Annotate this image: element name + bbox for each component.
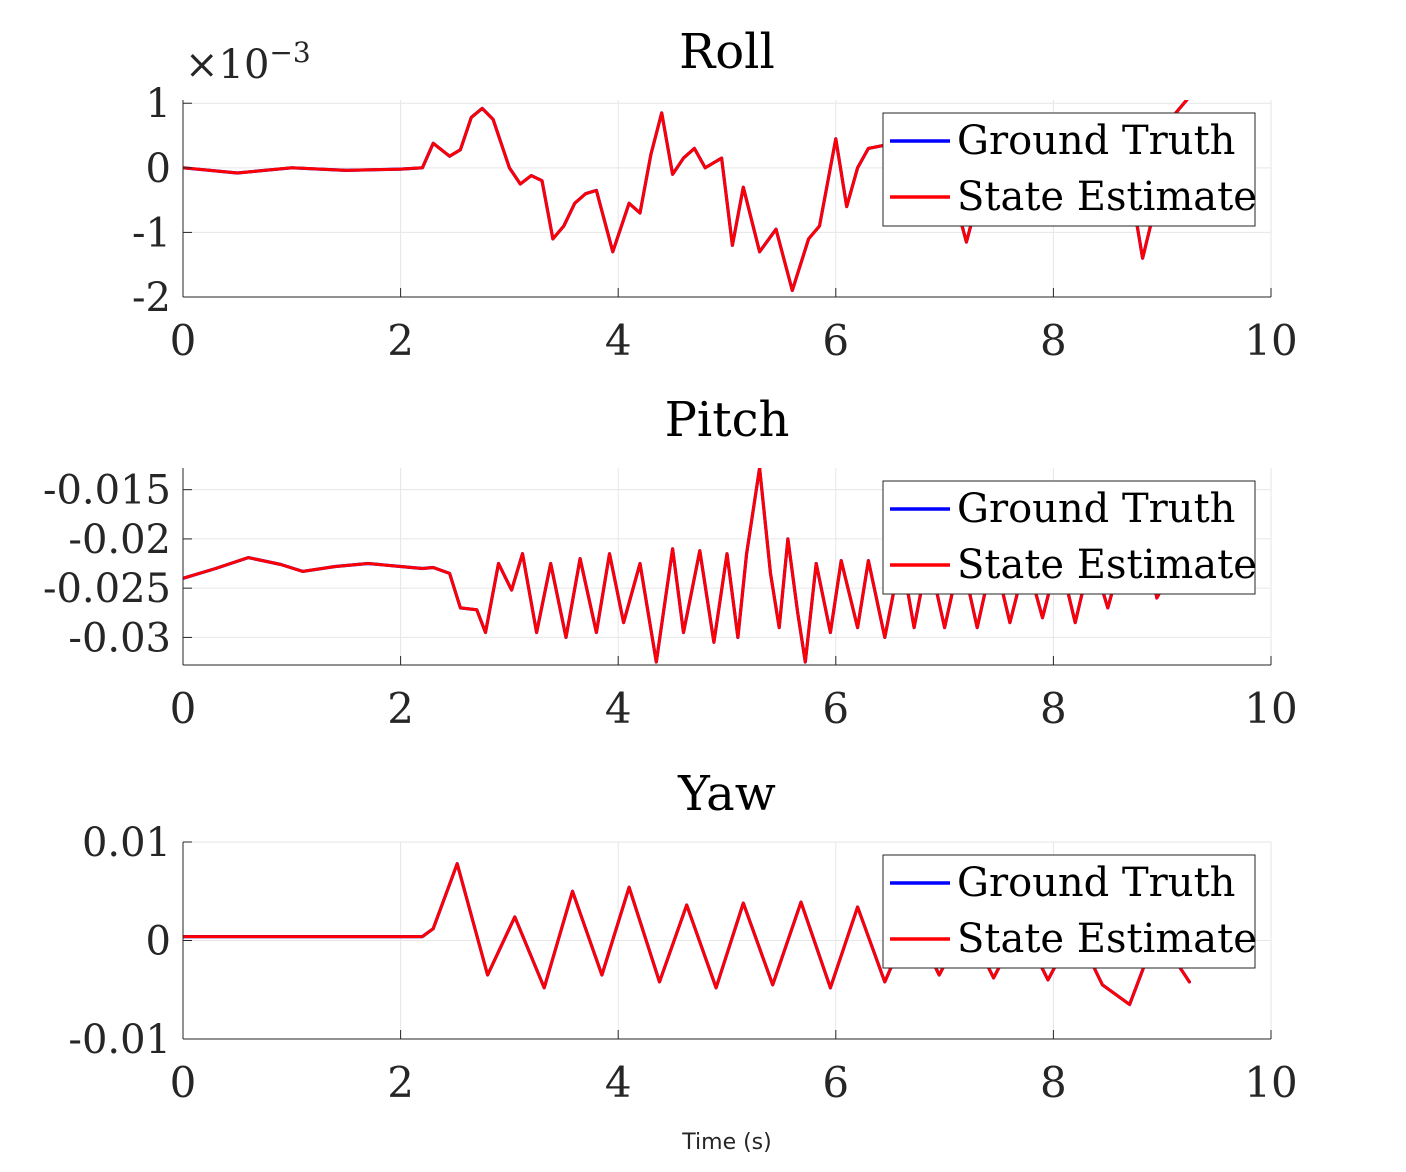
- pitch-x-tick-label: 6: [822, 684, 849, 733]
- pitch-x-tick-label: 10: [1244, 684, 1297, 733]
- yaw-series-state-estimate: [183, 862, 1191, 1006]
- yaw-x-tick-label: 0: [170, 1058, 197, 1107]
- roll-x-tick-label: 0: [170, 316, 197, 365]
- roll-legend-box: [882, 112, 1256, 227]
- roll-x-tick-label: 6: [822, 316, 849, 365]
- roll-title: Roll: [679, 24, 775, 80]
- yaw-x-tick-label: 10: [1244, 1058, 1297, 1107]
- pitch-x-tick-label: 0: [170, 684, 197, 733]
- pitch-title: Pitch: [665, 392, 790, 448]
- roll-y-exponent: ×10−3: [185, 36, 311, 88]
- pitch-legend-box: [882, 480, 1256, 595]
- pitch-x-tick-label: 8: [1040, 684, 1067, 733]
- pitch-legend: Ground Truth State Estimate: [882, 480, 1257, 595]
- yaw-y-tick-label: -0.01: [68, 1017, 171, 1063]
- pitch-x-tick-label: 4: [605, 684, 632, 733]
- pitch-y-tick-label: -0.03: [68, 615, 171, 661]
- yaw-x-tick-label: 6: [822, 1058, 849, 1107]
- roll-x-tick-label: 4: [605, 316, 632, 365]
- roll-x-tick-label: 10: [1244, 316, 1297, 365]
- yaw-legend-label-2: State Estimate: [957, 916, 1257, 962]
- yaw-title: Yaw: [677, 766, 776, 822]
- yaw-y-tick-label: 0: [146, 919, 171, 965]
- yaw-legend-box: [882, 854, 1256, 969]
- yaw-legend: Ground Truth State Estimate: [882, 854, 1257, 969]
- roll-x-tick-label: 8: [1040, 316, 1067, 365]
- roll-y-tick-label: 1: [146, 81, 171, 127]
- roll-legend-label-2: State Estimate: [957, 174, 1257, 220]
- pitch-y-tick-label: -0.025: [43, 566, 171, 612]
- roll-y-tick-label: -2: [132, 275, 171, 321]
- pitch-legend-label-1: Ground Truth: [957, 486, 1235, 532]
- yaw-legend-label-1: Ground Truth: [957, 860, 1235, 906]
- roll-x-tick-label: 2: [387, 316, 414, 365]
- yaw-y-tick-label: 0.01: [82, 820, 171, 866]
- pitch-legend-label-2: State Estimate: [957, 542, 1257, 588]
- roll-legend-label-1: Ground Truth: [957, 118, 1235, 164]
- roll-legend: Ground Truth State Estimate: [882, 112, 1257, 227]
- pitch-x-tick-label: 2: [387, 684, 414, 733]
- yaw-x-tick-label: 2: [387, 1058, 414, 1107]
- roll-y-tick-label: -1: [132, 210, 171, 256]
- pitch-subplot: 0 2 4 6 8 10 -0.015-0.02-0.025-0.03 Pitch Ground…: [43, 392, 1298, 733]
- x-axis-label: Time (s): [681, 1130, 771, 1155]
- yaw-x-tick-label: 4: [605, 1058, 632, 1107]
- yaw-x-tick-label: 8: [1040, 1058, 1067, 1107]
- roll-y-tick-label: 0: [146, 146, 171, 192]
- pitch-y-tick-label: -0.02: [68, 517, 171, 563]
- pitch-y-tick-label: -0.015: [43, 468, 171, 514]
